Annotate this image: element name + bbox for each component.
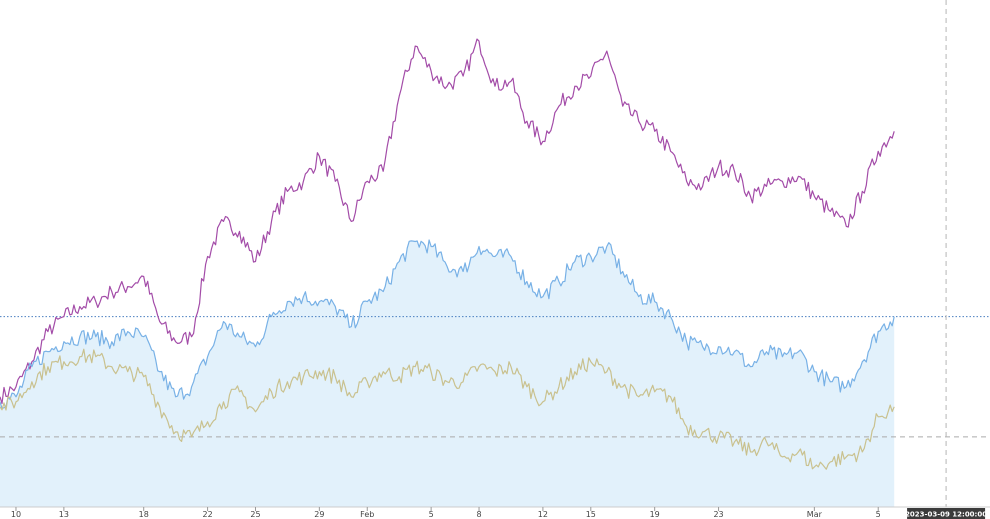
crosshair-label-box — [907, 508, 986, 519]
x-tick-label: 23 — [713, 510, 723, 519]
x-tick-label: 15 — [586, 510, 596, 519]
x-tick-label: Mar — [807, 510, 823, 519]
x-tick-label: Feb — [360, 510, 374, 519]
reference-lines — [0, 316, 990, 438]
crosshair-date-label: 2023-03-09 12:00:00 — [905, 508, 987, 519]
series-2-line — [0, 239, 895, 409]
x-tick-label: 8 — [476, 510, 481, 519]
x-tick-label: 5 — [429, 510, 434, 519]
x-axis: 10 13 18 22 25 29 Feb 5 8 12 15 19 23 Mar 5 — [0, 506, 990, 519]
crosshair-label-text: 2023-03-09 12:00:00 — [905, 511, 987, 519]
x-tick-label: 10 — [11, 510, 21, 519]
x-tick-label: 13 — [59, 510, 69, 519]
x-tick-label: 5 — [876, 510, 881, 519]
area-fill-layer — [0, 240, 895, 507]
series-3-line — [0, 348, 895, 470]
x-tick-label: 12 — [538, 510, 548, 519]
x-tick-label: 19 — [650, 510, 660, 519]
series-1-line — [0, 38, 895, 405]
x-tick-label: 29 — [314, 510, 324, 519]
x-tick-label: 25 — [250, 510, 260, 519]
series-2-area — [0, 240, 895, 507]
x-tick-label: 22 — [202, 510, 212, 519]
series-lines — [0, 38, 895, 470]
x-tick-label: 18 — [139, 510, 149, 519]
